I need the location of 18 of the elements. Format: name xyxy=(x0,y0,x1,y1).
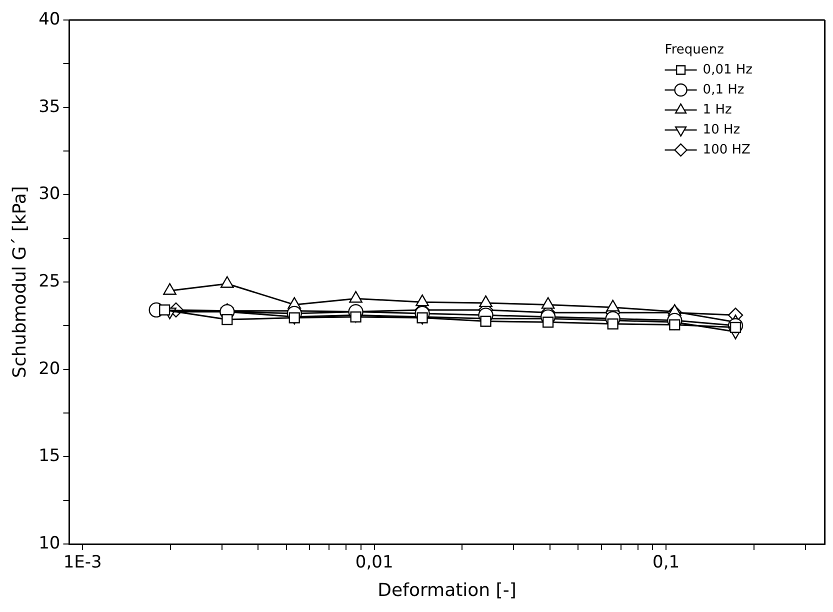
legend-label: 10 Hz xyxy=(702,122,740,138)
y-axis-title: Schubmodul G´ [kPa] xyxy=(9,186,30,378)
y-tick-label: 25 xyxy=(38,271,60,292)
legend-label: 0,1 Hz xyxy=(702,82,744,98)
x-tick-label: 0,1 xyxy=(652,552,680,573)
legend-label: 100 HZ xyxy=(702,142,751,158)
y-tick-label: 35 xyxy=(38,96,60,117)
legend-label: 0,01 Hz xyxy=(702,62,753,78)
legend-title: Frequenz xyxy=(664,42,724,58)
y-tick-label: 10 xyxy=(38,533,60,554)
y-tick-label: 30 xyxy=(38,184,60,204)
legend-label: 1 Hz xyxy=(702,102,732,118)
x-tick-label: 1E-3 xyxy=(63,552,102,573)
y-tick-label: 40 xyxy=(38,9,60,30)
y-tick-label: 20 xyxy=(38,358,60,379)
x-axis-title: Deformation [-] xyxy=(378,580,516,601)
y-tick-label: 15 xyxy=(38,446,60,466)
x-tick-label: 0,01 xyxy=(355,552,394,573)
